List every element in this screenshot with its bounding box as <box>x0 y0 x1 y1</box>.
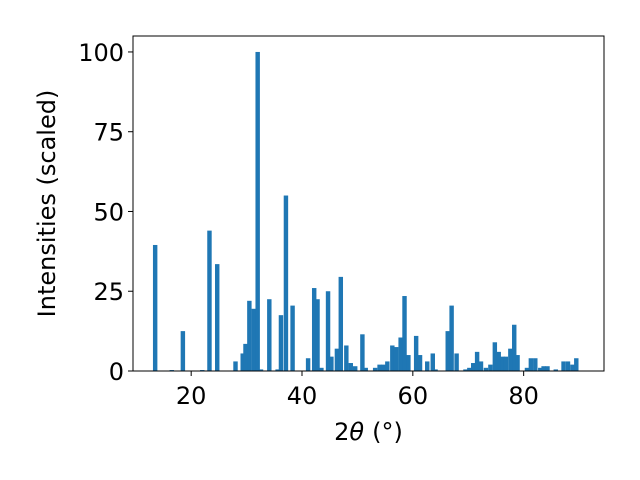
bar <box>430 353 435 371</box>
y-tick-label: 50 <box>93 198 124 226</box>
bar <box>463 369 468 371</box>
bar <box>385 361 390 371</box>
bar <box>483 367 489 371</box>
y-tick-label: 25 <box>93 278 124 306</box>
bar <box>406 355 411 371</box>
y-tick-label: 100 <box>78 39 124 67</box>
bar <box>152 244 158 371</box>
bar <box>329 356 334 371</box>
y-tick-label: 0 <box>109 358 124 386</box>
bar <box>570 364 575 371</box>
bar <box>283 195 289 371</box>
bar <box>467 367 472 371</box>
bar <box>417 355 423 371</box>
bar <box>360 334 365 371</box>
x-axis-label-symbol: θ <box>349 418 364 446</box>
bar <box>553 369 559 371</box>
bar <box>471 363 476 371</box>
bar <box>344 345 349 371</box>
bar <box>334 348 340 371</box>
bar <box>180 331 186 371</box>
bar <box>508 348 513 371</box>
bar <box>338 276 344 371</box>
bar <box>413 335 419 371</box>
bar <box>541 366 546 371</box>
bar <box>305 358 311 371</box>
bar <box>474 351 480 371</box>
x-tick-label: 40 <box>287 382 318 410</box>
bar <box>233 361 238 371</box>
bar <box>561 361 566 371</box>
bar <box>492 342 498 371</box>
bar <box>454 353 459 371</box>
bar <box>488 364 493 371</box>
x-axis-label: 2θ (°) <box>334 418 403 446</box>
bar <box>433 369 438 371</box>
bar <box>315 299 320 371</box>
x-tick-label: 20 <box>176 382 207 410</box>
bar <box>528 358 534 371</box>
bar <box>496 351 501 371</box>
x-axis-label-prefix: 2 <box>334 418 349 446</box>
bar <box>512 324 517 371</box>
bar <box>275 369 280 371</box>
bar <box>243 343 248 371</box>
x-tick-label: 60 <box>398 382 429 410</box>
y-tick-label: 75 <box>93 119 124 147</box>
bar <box>445 331 450 371</box>
bar <box>425 361 430 371</box>
bar <box>325 291 331 371</box>
bar-series <box>152 51 579 371</box>
y-axis-ticks: 0 25 50 75 100 <box>78 39 133 386</box>
x-axis-label-unit: (°) <box>372 418 403 446</box>
bar <box>545 366 550 371</box>
bar <box>449 305 454 371</box>
bar <box>393 347 399 371</box>
bar <box>524 367 530 371</box>
bar <box>500 356 505 371</box>
bar <box>565 361 571 371</box>
bar <box>574 358 579 371</box>
bar <box>278 315 284 371</box>
bar <box>381 364 386 371</box>
x-axis-ticks: 20 40 60 80 <box>176 371 539 410</box>
bar <box>515 355 520 371</box>
y-axis-label: Intensities (scaled) <box>33 90 61 318</box>
bar <box>390 345 395 371</box>
bar <box>372 367 378 371</box>
bar <box>533 358 538 371</box>
bar <box>311 288 317 371</box>
bar <box>538 367 543 371</box>
bar <box>251 308 257 371</box>
bar <box>258 369 264 371</box>
bar <box>207 230 212 371</box>
bar <box>377 364 382 371</box>
bar <box>352 366 358 371</box>
bar <box>402 296 407 371</box>
bar <box>267 299 272 371</box>
bar <box>247 300 252 371</box>
bar <box>363 367 368 371</box>
x-tick-label: 80 <box>508 382 539 410</box>
plot-frame <box>132 35 605 372</box>
bar <box>398 337 403 371</box>
bar <box>215 264 220 371</box>
bar <box>290 305 295 371</box>
bar <box>319 367 324 371</box>
bar <box>348 363 353 371</box>
bar <box>503 356 509 371</box>
bar <box>478 361 484 371</box>
bar <box>240 353 245 371</box>
bar <box>255 51 260 371</box>
